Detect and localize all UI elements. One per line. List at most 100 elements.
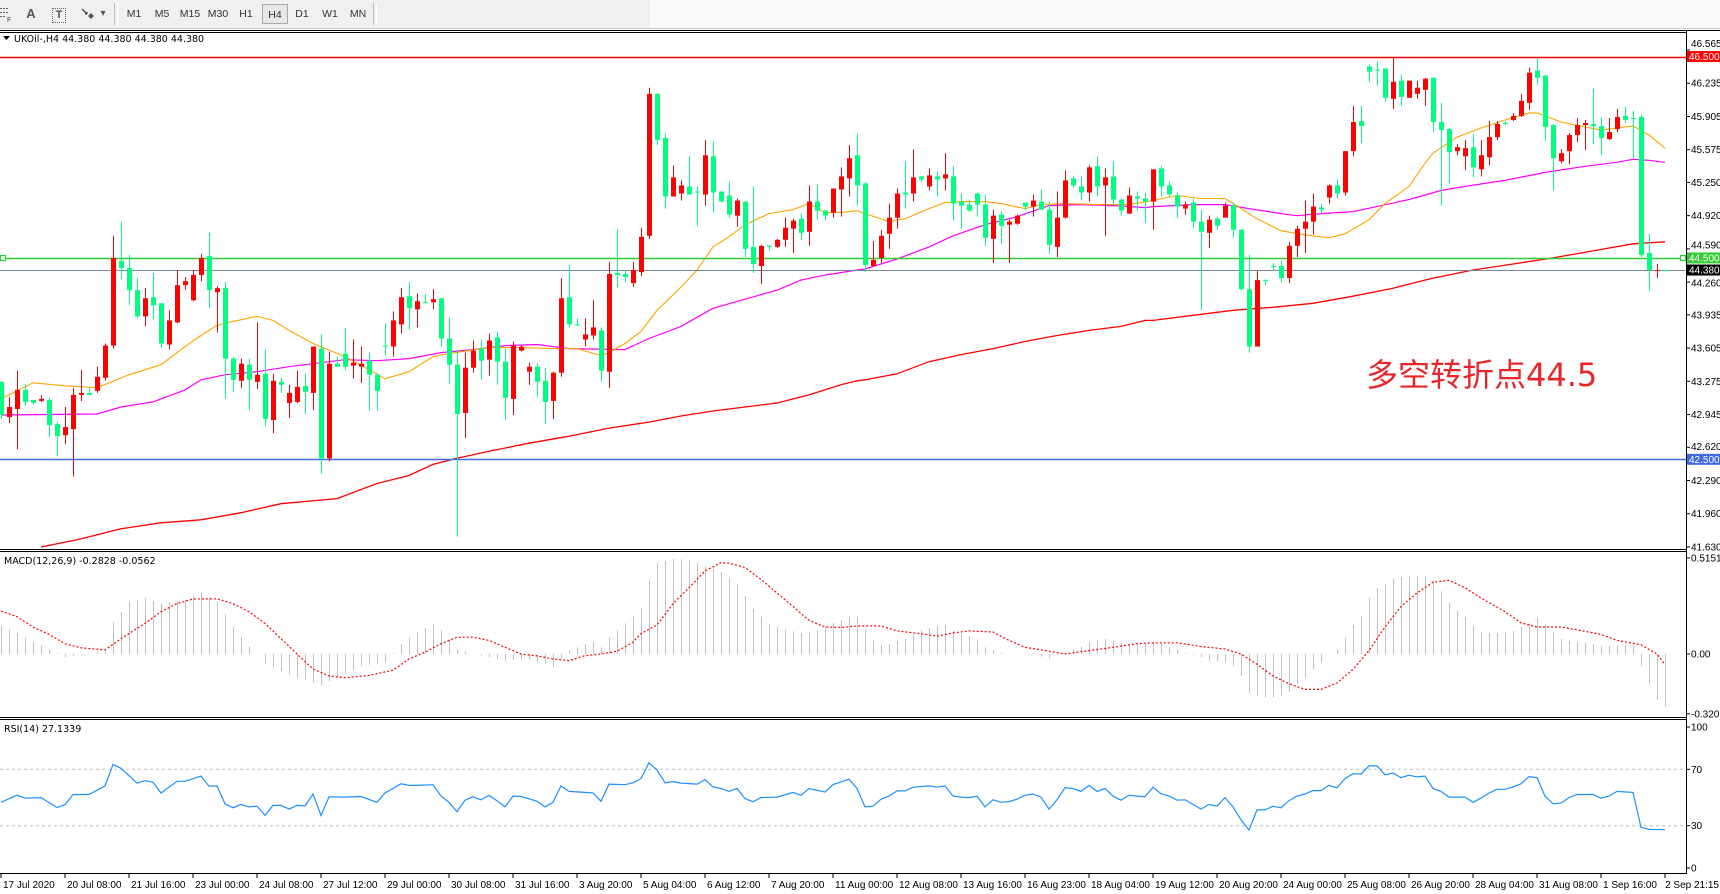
candle bbox=[863, 182, 868, 273]
candle bbox=[151, 273, 156, 320]
timeframe-w1[interactable]: W1 bbox=[322, 8, 338, 20]
candle-body bbox=[1215, 218, 1220, 226]
candle-body bbox=[1279, 266, 1284, 279]
price-tick-label: 42.290 bbox=[1691, 476, 1720, 487]
candle-body bbox=[423, 302, 428, 304]
timeframe-h4[interactable]: H4 bbox=[262, 4, 288, 24]
toolbar: F A T ▾ M1 M5 M15 M30 H1 H4 D1 W1 MN bbox=[0, 0, 650, 29]
timeframe-m30[interactable]: M30 bbox=[207, 8, 229, 20]
candle bbox=[791, 218, 796, 253]
candle bbox=[431, 289, 436, 310]
candle bbox=[1079, 176, 1084, 201]
candle-body bbox=[463, 367, 468, 414]
candle bbox=[0, 381, 4, 420]
timeframe-d1[interactable]: D1 bbox=[295, 8, 309, 20]
macd-label: MACD(12,26,9) -0.2828 -0.0562 bbox=[4, 556, 156, 567]
candle-body bbox=[1119, 199, 1124, 211]
candle-body bbox=[1015, 215, 1020, 224]
price-tick-label: 41.960 bbox=[1691, 509, 1720, 520]
candle-body bbox=[567, 297, 572, 325]
timeframe-mn[interactable]: MN bbox=[349, 8, 367, 20]
candle bbox=[1431, 77, 1436, 133]
candle bbox=[223, 282, 228, 399]
price-axis: 46.565 46.235 45.905 45.575 45.250 44.920 44.5… bbox=[1686, 39, 1720, 553]
candle-body bbox=[967, 204, 972, 211]
collapse-triangle-icon[interactable] bbox=[3, 36, 10, 40]
level-label: 42.500 bbox=[1689, 455, 1720, 466]
candle bbox=[39, 394, 44, 402]
timeframe-m15[interactable]: M15 bbox=[179, 8, 201, 20]
candle-body bbox=[63, 427, 68, 436]
candle bbox=[1055, 191, 1060, 257]
time-tick-label: 30 Jul 08:00 bbox=[451, 880, 506, 891]
candle bbox=[639, 227, 644, 277]
candle-body bbox=[1463, 148, 1468, 157]
timeframe-m5[interactable]: M5 bbox=[154, 8, 170, 20]
candle-body bbox=[1071, 178, 1076, 186]
candle bbox=[199, 253, 204, 282]
candle bbox=[471, 340, 476, 373]
level-handle-icon[interactable] bbox=[0, 254, 7, 262]
timeframe-m1[interactable]: M1 bbox=[126, 8, 142, 20]
candle-body bbox=[351, 362, 356, 366]
candle bbox=[111, 235, 116, 349]
level-handle-icon[interactable] bbox=[1679, 254, 1687, 262]
time-tick-label: 6 Aug 12:00 bbox=[707, 880, 761, 891]
candle-body bbox=[367, 360, 372, 375]
arrows-icon[interactable] bbox=[78, 5, 98, 23]
candle bbox=[775, 238, 780, 248]
candle-body bbox=[719, 191, 724, 202]
candle bbox=[975, 192, 980, 217]
candle bbox=[1183, 201, 1188, 215]
candle bbox=[1383, 68, 1388, 102]
candle bbox=[215, 286, 220, 333]
time-tick-label: 11 Aug 00:00 bbox=[835, 880, 894, 891]
candle-body bbox=[1391, 81, 1396, 99]
toolbar-separator bbox=[373, 3, 377, 25]
candle-body bbox=[663, 138, 668, 197]
level-label: 44.500 bbox=[1689, 253, 1720, 264]
candle-body bbox=[183, 281, 188, 286]
candle bbox=[287, 384, 292, 419]
candle-body bbox=[335, 363, 340, 367]
candle bbox=[495, 331, 500, 385]
text-icon[interactable]: A bbox=[26, 6, 36, 21]
candle-body bbox=[1111, 176, 1116, 200]
candle bbox=[1591, 88, 1596, 145]
candle bbox=[1319, 203, 1324, 214]
candle-body bbox=[1663, 270, 1668, 272]
candle bbox=[1263, 279, 1268, 286]
candle bbox=[967, 199, 972, 212]
candle-body bbox=[95, 376, 100, 391]
grid-f-icon[interactable]: F bbox=[0, 5, 14, 24]
textbox-icon[interactable]: T bbox=[50, 5, 68, 23]
candle-body bbox=[1087, 167, 1092, 193]
candle-body bbox=[799, 218, 804, 233]
candle-body bbox=[1191, 202, 1196, 222]
candle bbox=[1503, 120, 1508, 126]
candle-body bbox=[1639, 116, 1644, 255]
time-tick-label: 24 Aug 00:00 bbox=[1283, 880, 1342, 891]
candle-body bbox=[1103, 177, 1108, 186]
candle bbox=[1543, 74, 1548, 142]
chevron-down-icon[interactable]: ▾ bbox=[100, 8, 106, 19]
candle bbox=[935, 171, 940, 197]
price-tick-label: 43.275 bbox=[1691, 377, 1720, 388]
rsi-tick-label: 70 bbox=[1691, 765, 1703, 776]
candle-body bbox=[1431, 77, 1436, 123]
candle-body bbox=[1183, 204, 1188, 209]
candle bbox=[911, 149, 916, 202]
timeframe-h1[interactable]: H1 bbox=[239, 8, 253, 20]
candle bbox=[1063, 170, 1068, 219]
candle bbox=[367, 352, 372, 412]
candle bbox=[1471, 134, 1476, 178]
candle-body bbox=[1295, 228, 1300, 246]
candle-body bbox=[1503, 123, 1508, 125]
candle-body bbox=[1255, 280, 1260, 347]
candle bbox=[23, 383, 28, 406]
candle-body bbox=[175, 285, 180, 323]
candle-body bbox=[79, 392, 84, 395]
candle-body bbox=[1287, 245, 1292, 279]
candle-body bbox=[439, 298, 444, 339]
